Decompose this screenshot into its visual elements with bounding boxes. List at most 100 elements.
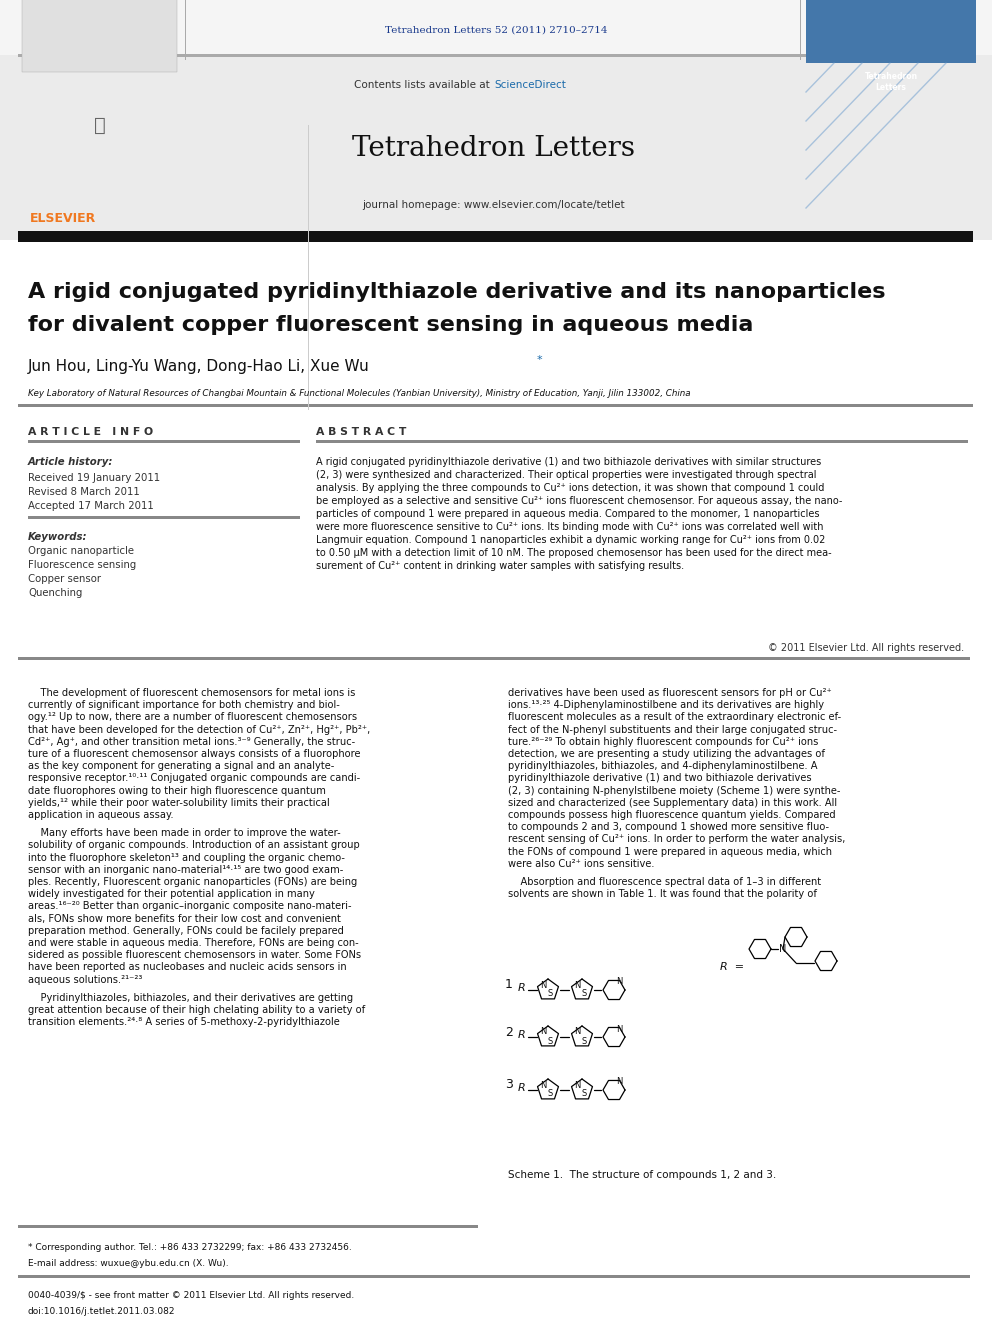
Text: doi:10.1016/j.tetlet.2011.03.082: doi:10.1016/j.tetlet.2011.03.082	[28, 1307, 176, 1315]
Text: into the fluorophore skeleton¹³ and coupling the organic chemo-: into the fluorophore skeleton¹³ and coup…	[28, 852, 345, 863]
Text: the FONs of compound 1 were prepared in aqueous media, which: the FONs of compound 1 were prepared in …	[508, 847, 832, 856]
Text: fect of the N-phenyl substituents and their large conjugated struc-: fect of the N-phenyl substituents and th…	[508, 725, 837, 734]
Text: journal homepage: www.elsevier.com/locate/tetlet: journal homepage: www.elsevier.com/locat…	[362, 200, 624, 210]
Text: rescent sensing of Cu²⁺ ions. In order to perform the water analysis,: rescent sensing of Cu²⁺ ions. In order t…	[508, 835, 845, 844]
Text: ture of a fluorescent chemosensor always consists of a fluorophore: ture of a fluorescent chemosensor always…	[28, 749, 360, 759]
Bar	[18, 232, 973, 242]
Text: A R T I C L E   I N F O: A R T I C L E I N F O	[28, 427, 153, 437]
Bar	[316, 441, 968, 443]
Text: ions.¹³·²⁵ 4-Diphenylaminostilbene and its derivatives are highly: ions.¹³·²⁵ 4-Diphenylaminostilbene and i…	[508, 700, 824, 710]
Text: S: S	[581, 1036, 586, 1045]
Text: S: S	[548, 990, 553, 999]
Bar	[18, 658, 970, 660]
Text: Accepted 17 March 2011: Accepted 17 March 2011	[28, 501, 154, 511]
Text: derivatives have been used as fluorescent sensors for pH or Cu²⁺: derivatives have been used as fluorescen…	[508, 688, 831, 699]
Bar	[18, 404, 973, 407]
Text: R  =: R =	[720, 962, 744, 972]
Text: S: S	[581, 990, 586, 999]
Text: that have been developed for the detection of Cu²⁺, Zn²⁺, Hg²⁺, Pb²⁺,: that have been developed for the detecti…	[28, 725, 370, 734]
Text: detection, we are presenting a study utilizing the advantages of: detection, we are presenting a study uti…	[508, 749, 825, 759]
Bar	[806, 0, 976, 64]
Text: Absorption and fluorescence spectral data of 1–3 in different: Absorption and fluorescence spectral dat…	[508, 877, 821, 886]
Text: S: S	[581, 1090, 586, 1098]
Text: areas.¹⁶⁻²⁰ Better than organic–inorganic composite nano-materi-: areas.¹⁶⁻²⁰ Better than organic–inorgani…	[28, 901, 351, 912]
Text: N: N	[616, 978, 622, 987]
Text: als, FONs show more benefits for their low cost and convenient: als, FONs show more benefits for their l…	[28, 914, 341, 923]
Text: particles of compound 1 were prepared in aqueous media. Compared to the monomer,: particles of compound 1 were prepared in…	[316, 509, 819, 519]
Text: Copper sensor: Copper sensor	[28, 574, 101, 583]
Text: and were stable in aqueous media. Therefore, FONs are being con-: and were stable in aqueous media. Theref…	[28, 938, 359, 949]
Text: The development of fluorescent chemosensors for metal ions is: The development of fluorescent chemosens…	[28, 688, 355, 699]
Text: for divalent copper fluorescent sensing in aqueous media: for divalent copper fluorescent sensing …	[28, 315, 753, 335]
Text: (2, 3) were synthesized and characterized. Their optical properties were investi: (2, 3) were synthesized and characterize…	[316, 470, 816, 480]
Text: N: N	[573, 1081, 580, 1090]
Text: * Corresponding author. Tel.: +86 433 2732299; fax: +86 433 2732456.: * Corresponding author. Tel.: +86 433 27…	[28, 1244, 352, 1253]
Text: (2, 3) containing N-phenylstilbene moiety (Scheme 1) were synthe-: (2, 3) containing N-phenylstilbene moiet…	[508, 786, 840, 795]
Text: Received 19 January 2011: Received 19 January 2011	[28, 474, 160, 483]
Bar	[800, 0, 802, 60]
Text: to compounds 2 and 3, compound 1 showed more sensitive fluo-: to compounds 2 and 3, compound 1 showed …	[508, 822, 829, 832]
Text: A rigid conjugated pyridinylthiazole derivative and its nanoparticles: A rigid conjugated pyridinylthiazole der…	[28, 282, 886, 302]
Text: great attention because of their high chelating ability to a variety of: great attention because of their high ch…	[28, 1005, 365, 1015]
Text: solubility of organic compounds. Introduction of an assistant group: solubility of organic compounds. Introdu…	[28, 840, 360, 851]
Text: Fluorescence sensing: Fluorescence sensing	[28, 560, 136, 570]
Text: date fluorophores owing to their high fluorescence quantum: date fluorophores owing to their high fl…	[28, 786, 326, 795]
Text: N: N	[779, 945, 787, 954]
Text: compounds possess high fluorescence quantum yields. Compared: compounds possess high fluorescence quan…	[508, 810, 835, 820]
Text: ples. Recently, Fluorescent organic nanoparticles (FONs) are being: ples. Recently, Fluorescent organic nano…	[28, 877, 357, 886]
Text: Scheme 1.  The structure of compounds 1, 2 and 3.: Scheme 1. The structure of compounds 1, …	[508, 1170, 777, 1180]
Text: N: N	[540, 980, 547, 990]
Text: Tetrahedron
Letters: Tetrahedron Letters	[864, 71, 918, 93]
Text: R: R	[518, 1084, 526, 1093]
Bar	[18, 54, 973, 57]
Text: Jun Hou, Ling-Yu Wang, Dong-Hao Li, Xue Wu: Jun Hou, Ling-Yu Wang, Dong-Hao Li, Xue …	[28, 360, 370, 374]
Text: widely investigated for their potential application in many: widely investigated for their potential …	[28, 889, 314, 900]
Text: sidered as possible fluorescent chemosensors in water. Some FONs: sidered as possible fluorescent chemosen…	[28, 950, 361, 960]
Text: solvents are shown in Table 1. It was found that the polarity of: solvents are shown in Table 1. It was fo…	[508, 889, 817, 900]
Text: Contents lists available at: Contents lists available at	[354, 79, 493, 90]
Text: ture.²⁶⁻²⁹ To obtain highly fluorescent compounds for Cu²⁺ ions: ture.²⁶⁻²⁹ To obtain highly fluorescent …	[508, 737, 818, 746]
Text: to 0.50 μM with a detection limit of 10 nM. The proposed chemosensor has been us: to 0.50 μM with a detection limit of 10 …	[316, 548, 831, 558]
Text: A B S T R A C T: A B S T R A C T	[316, 427, 407, 437]
Text: preparation method. Generally, FONs could be facilely prepared: preparation method. Generally, FONs coul…	[28, 926, 344, 935]
Text: 3: 3	[505, 1078, 513, 1091]
Text: N: N	[616, 1024, 622, 1033]
Text: have been reported as nucleobases and nucleic acids sensors in: have been reported as nucleobases and nu…	[28, 962, 346, 972]
Text: Langmuir equation. Compound 1 nanoparticles exhibit a dynamic working range for : Langmuir equation. Compound 1 nanopartic…	[316, 534, 825, 545]
Text: A rigid conjugated pyridinylthiazole derivative (1) and two bithiazole derivativ: A rigid conjugated pyridinylthiazole der…	[316, 456, 821, 467]
Text: S: S	[548, 1036, 553, 1045]
Text: 0040-4039/$ - see front matter © 2011 Elsevier Ltd. All rights reserved.: 0040-4039/$ - see front matter © 2011 El…	[28, 1291, 354, 1301]
Text: ELSEVIER: ELSEVIER	[30, 212, 96, 225]
Bar	[308, 124, 310, 410]
Text: ScienceDirect: ScienceDirect	[494, 79, 565, 90]
Text: be employed as a selective and sensitive Cu²⁺ ions fluorescent chemosensor. For : be employed as a selective and sensitive…	[316, 496, 842, 505]
Bar	[185, 0, 186, 60]
Text: pyridinylthiazole derivative (1) and two bithiazole derivatives: pyridinylthiazole derivative (1) and two…	[508, 774, 811, 783]
Text: ogy.¹² Up to now, there are a number of fluorescent chemosensors: ogy.¹² Up to now, there are a number of …	[28, 712, 357, 722]
Text: sensor with an inorganic nano-material¹⁴·¹⁵ are two good exam-: sensor with an inorganic nano-material¹⁴…	[28, 865, 343, 875]
Text: as the key component for generating a signal and an analyte-: as the key component for generating a si…	[28, 761, 334, 771]
Text: Cd²⁺, Ag⁺, and other transition metal ions.³⁻⁹ Generally, the struc-: Cd²⁺, Ag⁺, and other transition metal io…	[28, 737, 355, 746]
Text: aqueous solutions.²¹⁻²³: aqueous solutions.²¹⁻²³	[28, 975, 143, 984]
Text: were more fluorescence sensitive to Cu²⁺ ions. Its binding mode with Cu²⁺ ions w: were more fluorescence sensitive to Cu²⁺…	[316, 523, 823, 532]
Bar	[28, 516, 300, 519]
Text: surement of Cu²⁺ content in drinking water samples with satisfying results.: surement of Cu²⁺ content in drinking wat…	[316, 561, 684, 572]
Text: N: N	[573, 1028, 580, 1036]
Text: E-mail address: wuxue@ybu.edu.cn (X. Wu).: E-mail address: wuxue@ybu.edu.cn (X. Wu)…	[28, 1258, 228, 1267]
Text: Tetrahedron Letters 52 (2011) 2710–2714: Tetrahedron Letters 52 (2011) 2710–2714	[385, 25, 607, 34]
Text: analysis. By applying the three compounds to Cu²⁺ ions detection, it was shown t: analysis. By applying the three compound…	[316, 483, 824, 493]
Text: currently of significant importance for both chemistry and biol-: currently of significant importance for …	[28, 700, 340, 710]
Text: fluorescent molecules as a result of the extraordinary electronic ef-: fluorescent molecules as a result of the…	[508, 712, 841, 722]
Text: Revised 8 March 2011: Revised 8 March 2011	[28, 487, 140, 497]
Text: 1: 1	[505, 979, 513, 991]
Bar	[0, 56, 992, 239]
Text: R: R	[518, 1031, 526, 1040]
Text: responsive receptor.¹⁰·¹¹ Conjugated organic compounds are candi-: responsive receptor.¹⁰·¹¹ Conjugated org…	[28, 774, 360, 783]
Text: transition elements.²⁴·⁸ A series of 5-methoxy-2-pyridylthiazole: transition elements.²⁴·⁸ A series of 5-m…	[28, 1017, 339, 1027]
Text: yields,¹² while their poor water-solubility limits their practical: yields,¹² while their poor water-solubil…	[28, 798, 329, 808]
Text: Pyridinylthiazoles, bithiazoles, and their derivatives are getting: Pyridinylthiazoles, bithiazoles, and the…	[28, 992, 353, 1003]
Bar	[0, 0, 992, 56]
Text: *: *	[537, 355, 543, 365]
Bar	[22, 0, 177, 71]
Text: Keywords:: Keywords:	[28, 532, 87, 542]
